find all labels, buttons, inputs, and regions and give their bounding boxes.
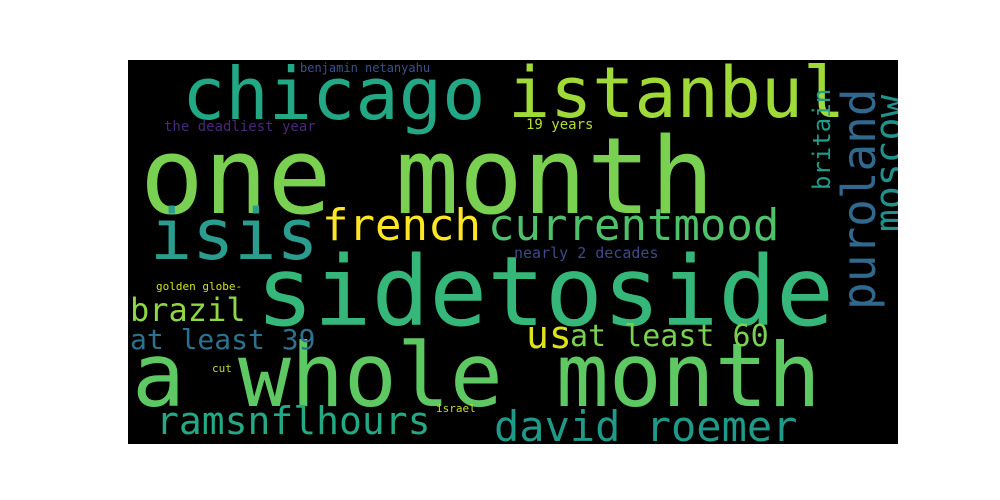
- word-ramsnflhours: ramsnflhours: [156, 399, 431, 443]
- word-nearly-2-decades: nearly 2 decades: [514, 244, 659, 262]
- word-brazil: brazil: [130, 291, 246, 329]
- word-a-whole-month: a whole month: [132, 324, 821, 427]
- word-moscow: moscow: [867, 94, 898, 232]
- word-istanbul: istanbul: [508, 60, 846, 134]
- word-isis: isis: [150, 194, 319, 276]
- word-french: french: [322, 200, 481, 251]
- word-19-years: 19 years: [526, 117, 594, 133]
- word-one-month: one month: [140, 115, 715, 238]
- word-cut: cut: [212, 362, 232, 375]
- word-benjamin-netanyahu: benjamin netanyahu: [300, 61, 431, 75]
- word-golden-globe: golden globe-: [156, 280, 243, 293]
- word-david-roemer: david roemer: [494, 402, 798, 445]
- word-britain: britain: [808, 88, 836, 190]
- word-at-least-60: at least 60: [570, 319, 769, 354]
- word-cloud: one month sidetoside a whole month chica…: [128, 60, 898, 444]
- word-chicago: chicago: [182, 60, 486, 136]
- word-the-deadliest-year: the deadliest year: [164, 119, 316, 135]
- word-sidetoside: sidetoside: [256, 236, 834, 348]
- word-israel: israel: [436, 402, 476, 415]
- word-at-least-39: at least 39: [130, 323, 316, 356]
- word-currentmood: currentmood: [488, 200, 780, 251]
- word-us: us: [526, 313, 572, 357]
